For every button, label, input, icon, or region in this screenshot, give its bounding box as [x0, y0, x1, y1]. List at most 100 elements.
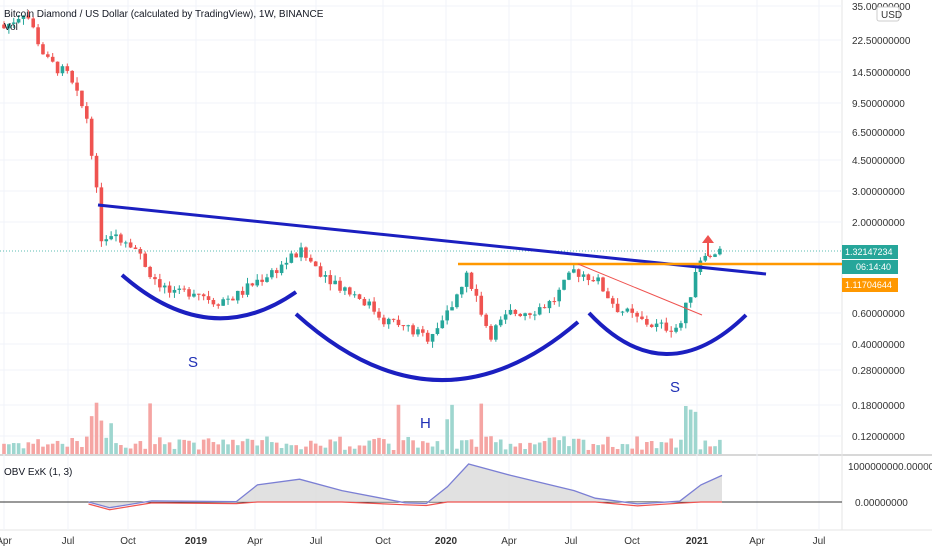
- volume-bar: [206, 438, 211, 454]
- candle-body: [630, 308, 635, 313]
- volume-bar: [688, 409, 693, 454]
- symbol-title[interactable]: Bitcoin Diamond / US Dollar (calculated …: [4, 9, 324, 20]
- price-tick: 9.50000000: [852, 99, 905, 110]
- volume-bar: [494, 442, 498, 454]
- candle-body: [123, 242, 128, 244]
- candle-body: [703, 255, 708, 261]
- time-tick: 2019: [185, 536, 208, 547]
- obv-tick-zero: 0.00000000: [855, 498, 908, 509]
- candle-body: [674, 327, 678, 332]
- candle-body: [396, 319, 401, 326]
- drawings: S H S: [97, 203, 842, 432]
- volume-bar: [406, 436, 411, 454]
- price-label-current: 1.32147234: [842, 245, 898, 259]
- price-axis[interactable]: 35.0000000022.5000000014.500000009.50000…: [852, 2, 911, 443]
- time-tick: Jul: [813, 536, 826, 547]
- head-arc[interactable]: [294, 312, 580, 383]
- volume-bar: [148, 403, 152, 454]
- volume-bar: [270, 442, 274, 454]
- volume-bar: [26, 442, 31, 454]
- right-shoulder-arc[interactable]: [587, 311, 748, 356]
- candle-body: [425, 332, 430, 342]
- volume-bar: [172, 448, 177, 454]
- candle-body: [416, 329, 420, 335]
- left-shoulder-arc[interactable]: [120, 273, 298, 321]
- candle-body: [435, 328, 440, 334]
- volume-bar: [581, 439, 586, 454]
- inner-downtrend-line[interactable]: [577, 263, 703, 316]
- volume-bar: [659, 442, 664, 454]
- volume-bar: [508, 443, 513, 454]
- volume-bar: [377, 437, 381, 454]
- volume-bar: [31, 443, 36, 454]
- time-axis[interactable]: Apr Jul Oct 2019 Apr Jul Oct 2020 Apr Jul Oct 2021 A…: [0, 536, 825, 547]
- candle-body: [430, 333, 435, 342]
- candle-body: [708, 255, 712, 257]
- obv-area: [88, 464, 722, 508]
- volume-bar: [635, 436, 639, 454]
- candle-body: [367, 301, 372, 306]
- candle-body: [567, 272, 571, 280]
- volume-bar: [94, 402, 99, 454]
- volume-bar: [289, 445, 294, 454]
- price-pane[interactable]: [0, 0, 842, 454]
- volume-bar: [11, 443, 16, 454]
- candle-body: [89, 118, 94, 156]
- candle-body: [231, 298, 235, 301]
- descending-trendline[interactable]: [97, 203, 767, 276]
- candlesticks: [2, 9, 722, 348]
- candle-body: [382, 317, 386, 325]
- price-label-countdown: 06:14:40: [842, 260, 898, 274]
- volume-bar: [187, 440, 191, 454]
- candle-body: [216, 304, 221, 306]
- volume-bar: [109, 423, 113, 454]
- candle-body: [211, 299, 216, 305]
- candle-body: [479, 295, 484, 315]
- price-tick: 6.50000000: [852, 128, 905, 139]
- volume-bar: [80, 446, 84, 454]
- candle-body: [201, 294, 206, 297]
- candle-body: [255, 279, 260, 286]
- candle-body: [586, 274, 591, 281]
- right-shoulder-label: S: [670, 379, 680, 396]
- up-arrow-icon[interactable]: [702, 235, 714, 256]
- candle-body: [635, 312, 639, 317]
- candle-body: [55, 61, 60, 74]
- candle-body: [16, 18, 21, 23]
- candle-body: [11, 22, 16, 24]
- volume-label[interactable]: Vol: [4, 22, 18, 33]
- volume-bar: [182, 439, 186, 454]
- volume-bar: [664, 442, 669, 454]
- volume-bar: [484, 436, 488, 454]
- volume-bar: [313, 443, 318, 454]
- candle-body: [640, 316, 644, 319]
- candle-body: [192, 293, 196, 297]
- candle-body: [260, 279, 264, 282]
- candle-body: [576, 269, 581, 277]
- obv-label[interactable]: OBV ExK (1, 3): [4, 467, 72, 478]
- volume-bar: [304, 446, 308, 454]
- candle-body: [99, 187, 104, 242]
- volume-bar: [586, 449, 591, 454]
- candle-body: [620, 311, 625, 313]
- candle-body: [518, 313, 523, 317]
- volume-bar: [372, 439, 376, 454]
- volume-bar: [679, 439, 683, 454]
- volume-bar: [533, 444, 537, 454]
- volume-bar: [274, 442, 279, 454]
- candle-body: [455, 294, 459, 308]
- time-tick: Jul: [310, 536, 323, 547]
- volume-bar: [567, 446, 571, 454]
- price-tick: 0.60000000: [852, 309, 905, 320]
- candle-body: [406, 325, 411, 327]
- currency-badge[interactable]: USD: [876, 6, 902, 22]
- volume-bars: [2, 402, 722, 454]
- volume-bar: [479, 403, 484, 454]
- volume-bar: [99, 420, 104, 454]
- obv-tick-top: 1000000000.00000000: [848, 462, 932, 473]
- candle-body: [693, 271, 698, 298]
- volume-bar: [440, 449, 445, 454]
- candle-body: [226, 298, 230, 300]
- volume-bar: [158, 437, 162, 454]
- volume-bar: [591, 443, 596, 454]
